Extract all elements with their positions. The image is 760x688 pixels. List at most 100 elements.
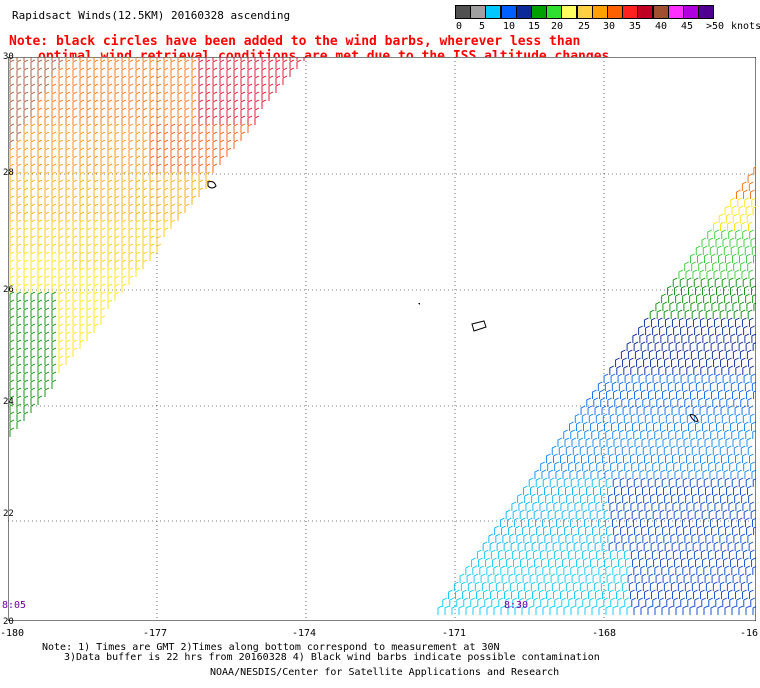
wind-barb	[121, 107, 127, 117]
wind-barb	[51, 67, 57, 77]
wind-barb	[156, 235, 162, 245]
wind-barb	[121, 187, 127, 197]
wind-barb	[16, 75, 22, 85]
wind-barb	[86, 291, 92, 301]
wind-barb	[72, 179, 78, 189]
wind-barb	[100, 227, 106, 237]
wind-barb	[630, 589, 635, 599]
wind-barb	[569, 557, 574, 567]
wind-barb	[79, 57, 81, 61]
wind-barb	[603, 461, 608, 471]
wind-barb	[79, 331, 85, 341]
wind-barb	[30, 75, 36, 85]
wind-barb	[184, 59, 190, 69]
wind-barb	[480, 573, 486, 583]
wind-barb	[275, 57, 277, 61]
wind-barb	[254, 75, 260, 85]
wind-barb	[548, 469, 554, 479]
wind-barb	[678, 405, 684, 415]
wind-barb	[737, 469, 743, 479]
wind-barb	[657, 317, 663, 327]
wind-barb	[672, 413, 678, 423]
wind-barb	[636, 357, 641, 367]
wind-barb	[614, 445, 620, 455]
wind-barb	[703, 429, 708, 439]
colorbar-swatch	[485, 5, 502, 19]
wind-barb	[731, 565, 737, 575]
wind-barb	[44, 57, 46, 61]
wind-barb	[476, 589, 481, 599]
wind-barb	[79, 171, 85, 181]
wind-barb	[546, 549, 552, 559]
wind-barb	[128, 219, 134, 229]
wind-barb	[665, 453, 670, 463]
wind-barb	[628, 445, 634, 455]
wind-barb	[753, 166, 756, 175]
wind-barb	[523, 581, 529, 591]
wind-barb	[713, 317, 719, 327]
wind-barb	[730, 197, 736, 207]
wind-barb	[79, 291, 85, 301]
wind-barb	[9, 299, 15, 309]
wind-barb	[37, 291, 43, 301]
wind-barb	[128, 267, 134, 277]
wind-barb	[156, 243, 162, 253]
wind-barb	[121, 235, 127, 245]
wind-barb	[644, 365, 650, 375]
wind-barb	[86, 195, 92, 205]
wind-barb	[641, 573, 647, 583]
wind-barb	[600, 445, 606, 455]
wind-barb	[240, 123, 246, 133]
wind-barb	[681, 517, 687, 527]
wind-barb	[30, 235, 36, 245]
wind-barb	[683, 573, 689, 583]
wind-barb	[571, 485, 577, 495]
wind-barb	[732, 437, 738, 447]
wind-barb	[608, 541, 614, 551]
wind-barb	[718, 349, 724, 359]
lat-lon-grid	[8, 57, 756, 621]
wind-barb	[723, 557, 728, 567]
wind-barb	[614, 397, 620, 407]
wind-barb	[576, 517, 582, 527]
wind-barb	[23, 203, 29, 213]
wind-barb	[667, 469, 673, 479]
wind-barb	[30, 99, 36, 109]
wind-barb	[655, 573, 661, 583]
wind-barb	[149, 163, 155, 173]
wind-barb	[677, 445, 683, 455]
wind-barb	[722, 237, 728, 247]
wind-barb	[212, 123, 218, 133]
wind-barb	[707, 501, 713, 511]
wind-barb	[702, 469, 708, 479]
wind-barb	[128, 179, 134, 189]
wind-barb	[726, 397, 732, 407]
wind-barb	[645, 597, 651, 607]
wind-barb	[198, 131, 204, 141]
wind-barb	[16, 419, 22, 429]
wind-barb	[588, 589, 593, 599]
wind-barb	[736, 237, 742, 247]
wind-barb	[212, 155, 218, 165]
wind-barb	[107, 243, 113, 253]
wind-barb	[567, 589, 572, 599]
wind-barb	[79, 267, 85, 277]
wind-barb	[629, 405, 635, 415]
wind-barb	[695, 557, 700, 567]
wind-barb	[621, 533, 627, 543]
wind-barb	[93, 195, 99, 205]
wind-barb	[582, 597, 588, 607]
wind-barb	[282, 75, 288, 85]
wind-barb	[606, 437, 612, 447]
wind-barb	[661, 605, 667, 615]
wind-barb	[671, 317, 677, 327]
wind-barb	[528, 477, 534, 487]
wind-barb	[473, 573, 479, 583]
wind-barb	[542, 565, 548, 575]
wind-barb	[9, 427, 15, 437]
wind-barb	[30, 107, 36, 117]
wind-barb	[184, 171, 190, 181]
wind-barb	[177, 163, 183, 173]
wind-barb	[745, 429, 750, 439]
wind-barb	[177, 171, 183, 181]
